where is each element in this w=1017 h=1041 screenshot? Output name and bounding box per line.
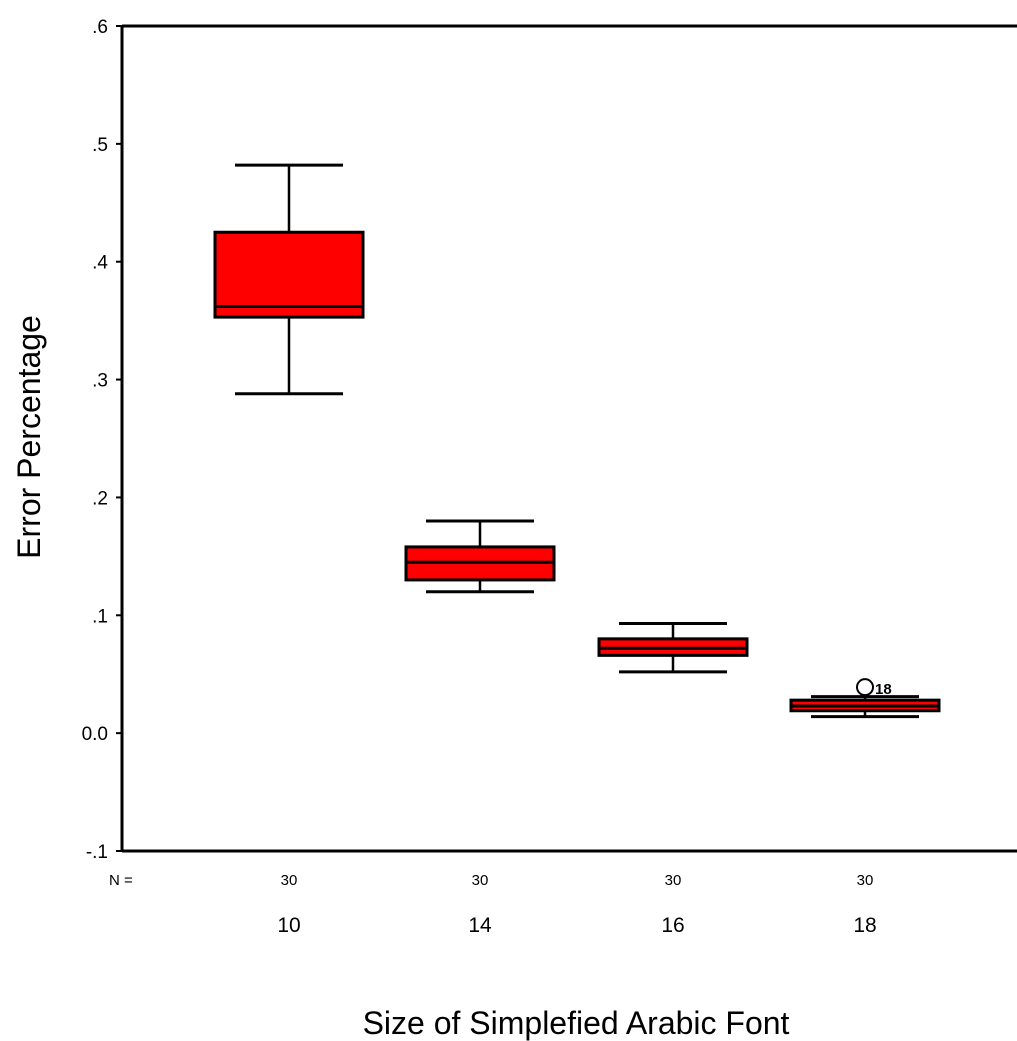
box-14: [404, 519, 556, 594]
x-tick-label: 10: [277, 914, 300, 937]
n-row-label: N =: [109, 872, 133, 889]
y-tick-label: .4: [92, 253, 108, 274]
outlier-point: [856, 678, 874, 697]
y-tick-label: 0.0: [82, 724, 108, 745]
outlier-label: 18: [875, 681, 892, 698]
x-axis: N = 30 10 30 14 30 16 30 18: [109, 872, 877, 937]
n-value-label: 30: [281, 872, 298, 889]
x-tick-label: 16: [661, 914, 684, 937]
box-10: [213, 163, 365, 396]
y-tick-label: .3: [92, 371, 108, 392]
x-tick-label: 18: [853, 914, 876, 937]
y-tick-label: .1: [92, 606, 108, 627]
boxes: 18: [213, 163, 941, 719]
y-tick-label: .5: [92, 135, 108, 156]
y-axis: .6 .5 .4 .3 .2 .1 0.0 -.1: [82, 17, 122, 863]
box-18: [789, 695, 941, 719]
x-axis-title: Size of Simplefied Arabic Font: [363, 1005, 790, 1041]
y-tick-label: -.1: [86, 842, 108, 863]
n-value-label: 30: [857, 872, 874, 889]
iqr-box: [213, 230, 365, 319]
y-tick-label: .6: [92, 17, 108, 38]
n-value-label: 30: [665, 872, 682, 889]
n-value-label: 30: [472, 872, 489, 889]
box-16: [597, 622, 749, 674]
x-tick-label: 14: [468, 914, 492, 937]
y-axis-title: Error Percentage: [11, 315, 47, 559]
y-tick-label: .2: [92, 488, 108, 509]
